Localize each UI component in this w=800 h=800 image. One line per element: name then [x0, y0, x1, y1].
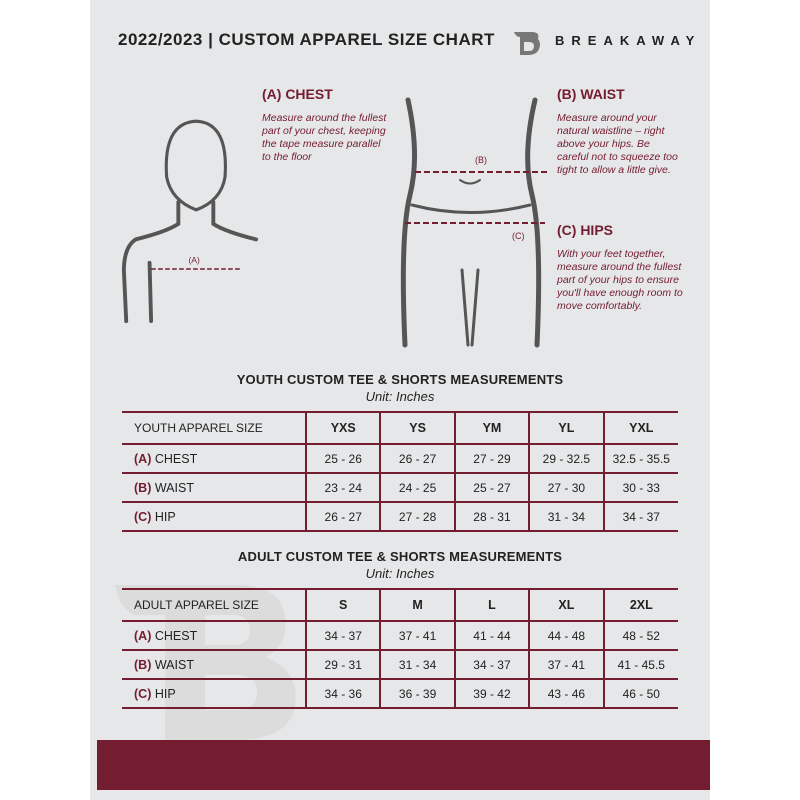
table-cell: 25 - 27: [453, 472, 530, 503]
chest-marker: (A): [188, 255, 200, 265]
measurement-label: (B) WAIST: [122, 649, 306, 680]
waist-heading: (B) WAIST: [557, 86, 625, 102]
table-cell: 46 - 50: [602, 678, 678, 709]
size-label: ADULT APPAREL SIZE: [122, 588, 306, 622]
youth-unit: Unit: Inches: [365, 389, 435, 404]
breakaway-logo-icon: [514, 32, 540, 55]
size-header: YXL: [602, 411, 678, 445]
measurement-name: WAIST: [154, 657, 194, 672]
table-cell: 29 - 32.5: [528, 443, 604, 474]
measurement-label: (C) HIP: [122, 678, 306, 709]
size-header: YXS: [304, 411, 381, 445]
waist-marker: (B): [475, 155, 487, 165]
table-cell: 41 - 44: [453, 620, 530, 651]
chest-heading: (A) CHEST: [262, 86, 333, 102]
measurement-name: WAIST: [154, 480, 194, 495]
table-row: (B) WAIST 29 - 31 31 - 34 34 - 37 37 - 41 41 …: [122, 649, 678, 680]
table-row: (A) CHEST 34 - 37 37 - 41 41 - 44 44 - 48 48 …: [122, 620, 678, 651]
size-header: YS: [379, 411, 455, 445]
table-cell: 37 - 41: [528, 649, 604, 680]
measurement-code: (A): [134, 451, 152, 466]
size-header: L: [453, 588, 530, 622]
adult-unit: Unit: Inches: [365, 566, 435, 581]
table-cell: 29 - 31: [304, 649, 381, 680]
table-cell: 23 - 24: [304, 472, 381, 503]
table-cell: 27 - 29: [453, 443, 530, 474]
table-cell: 25 - 26: [304, 443, 381, 474]
table-cell: 26 - 27: [379, 443, 455, 474]
youth-size-table: YOUTH APPAREL SIZE YXS YS YM YL YXL (A) CHEST 2…: [122, 411, 678, 532]
youth-table-title: YOUTH CUSTOM TEE & SHORTS MEASUREMENTS: [236, 372, 564, 387]
table-cell: 39 - 42: [453, 678, 530, 709]
measurement-code: (C): [134, 509, 152, 524]
table-cell: 26 - 27: [304, 501, 381, 532]
table-cell: 31 - 34: [528, 501, 604, 532]
measurement-label: (C) HIP: [122, 501, 306, 532]
table-cell: 34 - 37: [453, 649, 530, 680]
measurement-name: CHEST: [154, 451, 198, 466]
table-row: (C) HIP 34 - 36 36 - 39 39 - 42 43 - 46 46 - …: [122, 678, 678, 709]
hips-instructions: With your feet together, measure around …: [557, 248, 683, 312]
table-cell: 30 - 33: [602, 472, 678, 503]
table-cell: 24 - 25: [379, 472, 455, 503]
table-cell: 27 - 28: [379, 501, 455, 532]
table-row: (A) CHEST 25 - 26 26 - 27 27 - 29 29 - 32.5 3…: [122, 443, 678, 474]
table-cell: 48 - 52: [602, 620, 678, 651]
table-cell: 34 - 36: [304, 678, 381, 709]
header-row: ADULT APPAREL SIZE S M L XL 2XL: [122, 588, 678, 622]
upper-body-figure: (A): [121, 119, 259, 324]
measurement-label: (B) WAIST: [122, 472, 306, 503]
size-header: 2XL: [602, 588, 678, 622]
measurement-name: CHEST: [154, 628, 198, 643]
table-cell: 34 - 37: [602, 501, 678, 532]
adult-size-table: ADULT APPAREL SIZE S M L XL 2XL (A) CHEST 34 - …: [122, 588, 678, 709]
measurement-name: HIP: [154, 509, 176, 524]
table-cell: 31 - 34: [379, 649, 455, 680]
table-cell: 37 - 41: [379, 620, 455, 651]
table-row: (B) WAIST 23 - 24 24 - 25 25 - 27 27 - 30 30 …: [122, 472, 678, 503]
table-cell: 32.5 - 35.5: [602, 443, 678, 474]
measurement-code: (B): [134, 480, 152, 495]
table-cell: 36 - 39: [379, 678, 455, 709]
size-label: YOUTH APPAREL SIZE: [122, 411, 306, 445]
chest-instructions: Measure around the fullest part of your …: [262, 112, 387, 163]
hips-heading: (C) HIPS: [557, 222, 613, 238]
table-cell: 27 - 30: [528, 472, 604, 503]
size-header: XL: [528, 588, 604, 622]
measurement-label: (A) CHEST: [122, 443, 306, 474]
adult-table-title: ADULT CUSTOM TEE & SHORTS MEASUREMENTS: [237, 549, 563, 564]
header-row: YOUTH APPAREL SIZE YXS YS YM YL YXL: [122, 411, 678, 445]
size-header: YL: [528, 411, 604, 445]
brand-name: BREAKAWAY: [555, 33, 702, 48]
size-header: M: [379, 588, 455, 622]
size-chart-page: 2022/2023 | CUSTOM APPAREL SIZE CHART BR…: [90, 0, 710, 800]
measurement-label: (A) CHEST: [122, 620, 306, 651]
size-header: S: [304, 588, 381, 622]
footer-bar: [97, 740, 710, 790]
measurement-code: (C): [134, 686, 152, 701]
measurement-code: (B): [134, 657, 152, 672]
lower-body-figure: (B) (C): [400, 97, 550, 348]
table-cell: 41 - 45.5: [602, 649, 678, 680]
table-cell: 43 - 46: [528, 678, 604, 709]
measurement-code: (A): [134, 628, 152, 643]
hips-marker: (C): [512, 231, 525, 241]
table-row: (C) HIP 26 - 27 27 - 28 28 - 31 31 - 34 34 - …: [122, 501, 678, 532]
measurement-name: HIP: [154, 686, 176, 701]
table-cell: 44 - 48: [528, 620, 604, 651]
page-title: 2022/2023 | CUSTOM APPAREL SIZE CHART: [118, 30, 495, 49]
table-cell: 34 - 37: [304, 620, 381, 651]
waist-instructions: Measure around your natural waistline – …: [557, 112, 678, 176]
size-header: YM: [453, 411, 530, 445]
table-cell: 28 - 31: [453, 501, 530, 532]
